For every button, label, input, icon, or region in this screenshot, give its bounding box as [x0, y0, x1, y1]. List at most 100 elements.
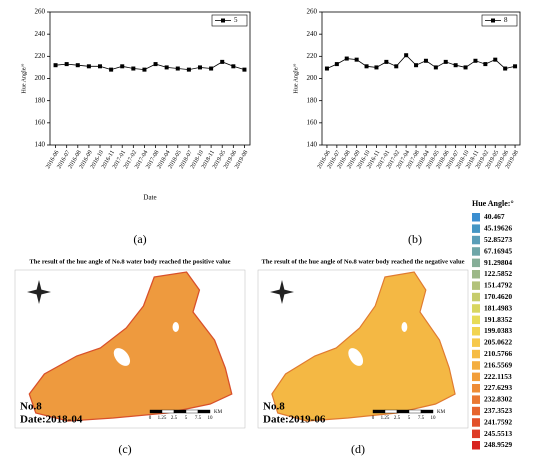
point — [75, 63, 80, 68]
legend-entry: 205.0622 — [484, 338, 512, 347]
y-tick-label: 180 — [307, 96, 318, 104]
point — [242, 67, 247, 72]
point — [86, 64, 91, 69]
point — [513, 64, 518, 69]
y-tick-label: 200 — [35, 74, 46, 82]
point — [231, 64, 236, 69]
legend-entry: 52.85273 — [484, 235, 512, 244]
caption: (b) — [408, 232, 422, 246]
island — [401, 322, 408, 332]
caption: (c) — [118, 442, 131, 456]
legend-title: Hue Angle:° — [472, 199, 514, 208]
scale-segment — [197, 409, 211, 414]
scale-label: 2.5 — [171, 416, 178, 421]
compass — [27, 280, 51, 304]
scale-unit: KM — [214, 410, 223, 415]
scale-segment — [173, 409, 187, 414]
y-axis-label: Hue Angle/° — [20, 63, 27, 93]
point — [483, 62, 488, 67]
map-date: Date:2019-06 — [263, 414, 326, 426]
scale-label: 0 — [149, 416, 152, 421]
point — [324, 66, 329, 71]
point — [344, 56, 349, 61]
legend-marker — [491, 18, 495, 23]
scale-segment — [420, 409, 434, 414]
point — [433, 65, 438, 70]
scale-segment — [161, 409, 175, 414]
map-label: No.8 — [263, 401, 285, 413]
point — [198, 65, 202, 70]
legend-entry: 151.4792 — [484, 281, 512, 290]
scale-unit: KM — [437, 410, 446, 415]
legend-swatch — [472, 349, 480, 359]
point — [503, 66, 508, 71]
point — [109, 67, 114, 72]
legend-entry: 181.4983 — [484, 303, 512, 312]
point — [98, 64, 102, 69]
point — [384, 59, 389, 64]
legend-entry: 248.9529 — [484, 440, 512, 449]
legend-entry: 191.8352 — [484, 315, 512, 324]
scale-segment — [396, 409, 410, 414]
legend-swatch — [472, 235, 480, 245]
lake-group — [271, 271, 456, 422]
map-title: The result of the hue angle of No.8 wate… — [262, 258, 465, 265]
lake — [28, 271, 233, 422]
legend-swatch — [472, 372, 480, 382]
point — [354, 57, 359, 62]
point — [164, 65, 169, 70]
legend-entry: 170.4620 — [484, 292, 512, 301]
scale-segment — [372, 409, 386, 414]
scale-segment — [149, 409, 163, 414]
legend-swatch — [472, 315, 480, 325]
point — [404, 53, 409, 58]
legend-swatch — [472, 429, 480, 439]
y-axis-label: Hue Angle/° — [292, 63, 299, 93]
point — [463, 65, 468, 70]
island — [172, 322, 180, 332]
point — [374, 65, 379, 70]
point — [209, 66, 214, 71]
map-label: No.8 — [20, 401, 42, 413]
scale-label: 1.25 — [381, 416, 390, 421]
legend-entry: 210.5766 — [484, 349, 512, 358]
legend-entry: 241.7592 — [484, 417, 512, 426]
legend-swatch — [472, 418, 480, 427]
legend-swatch — [472, 247, 480, 256]
point — [334, 62, 339, 67]
point — [473, 58, 478, 63]
legend-swatch — [472, 361, 480, 370]
plot-frame — [49, 11, 251, 146]
point — [186, 67, 191, 72]
map-date: Date:2018-04 — [20, 414, 83, 426]
scale-segment — [408, 409, 422, 414]
series-line — [55, 61, 245, 71]
y-tick-label: 260 — [35, 8, 46, 16]
legend-swatch — [472, 338, 480, 347]
y-tick-label: 140 — [35, 141, 46, 149]
scale-label: 7.5 — [418, 416, 425, 421]
scale-label: 7.5 — [195, 416, 202, 421]
lake — [271, 271, 456, 422]
legend-swatch — [472, 406, 480, 416]
scale-label: 10 — [208, 416, 214, 421]
island — [348, 348, 364, 366]
point — [394, 64, 399, 69]
legend-swatch — [472, 327, 480, 336]
legend-swatch — [472, 224, 480, 233]
legend-entry: 67.16945 — [484, 246, 512, 255]
point — [131, 66, 136, 71]
scale-label: 10 — [431, 416, 437, 421]
point — [493, 57, 498, 62]
legend-entry: 199.0383 — [484, 326, 512, 335]
island — [113, 348, 131, 366]
point — [453, 63, 458, 68]
y-tick-label: 160 — [307, 118, 318, 126]
lake-group — [28, 271, 233, 422]
compass — [270, 280, 294, 304]
legend-entry: 91.29804 — [484, 258, 512, 267]
legend-swatch — [472, 258, 480, 268]
point — [120, 64, 125, 69]
legend-swatch — [472, 441, 480, 450]
